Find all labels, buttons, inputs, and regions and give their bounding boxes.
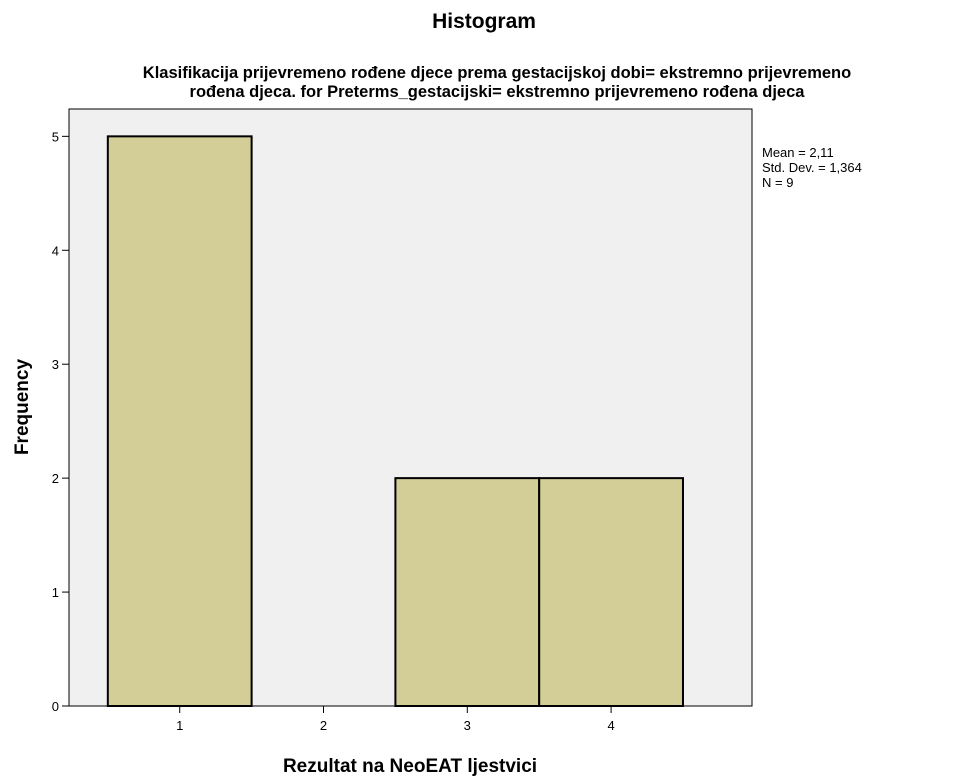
x-axis: 1 2 3 4 <box>176 706 615 733</box>
y-tick-label-2: 2 <box>52 471 59 486</box>
stats-mean: Mean = 2,11 <box>762 145 834 160</box>
y-axis-label: Frequency <box>12 359 33 456</box>
histogram-bar-3 <box>394 477 541 707</box>
x-axis-label: Rezultat na NeoEAT ljestvici <box>283 756 537 777</box>
chart-subtitle-line-1: Klasifikacija prijevremeno rođene djece … <box>143 64 851 82</box>
y-tick-label-4: 4 <box>52 243 59 258</box>
stats-n: N = 9 <box>762 175 793 190</box>
y-tick-label-0: 0 <box>52 699 59 714</box>
y-tick-label-1: 1 <box>52 585 59 600</box>
stats-legend: Mean = 2,11 Std. Dev. = 1,364 N = 9 <box>762 145 862 190</box>
x-tick-label-4: 4 <box>607 718 614 733</box>
y-axis: 0 1 2 3 4 5 <box>52 129 69 714</box>
y-tick-label-3: 3 <box>52 357 59 372</box>
stats-std-dev: Std. Dev. = 1,364 <box>762 160 862 175</box>
histogram-bars <box>106 135 684 707</box>
x-tick-label-2: 2 <box>320 718 327 733</box>
histogram-bar-4 <box>538 477 684 707</box>
chart-title: Histogram <box>432 10 536 33</box>
x-tick-label-1: 1 <box>176 718 183 733</box>
x-tick-label-3: 3 <box>464 718 471 733</box>
chart-subtitle-line-2: rođena djeca. for Preterms_gestacijski= … <box>190 83 806 101</box>
histogram-bar-1 <box>106 135 253 707</box>
y-tick-label-5: 5 <box>52 129 59 144</box>
